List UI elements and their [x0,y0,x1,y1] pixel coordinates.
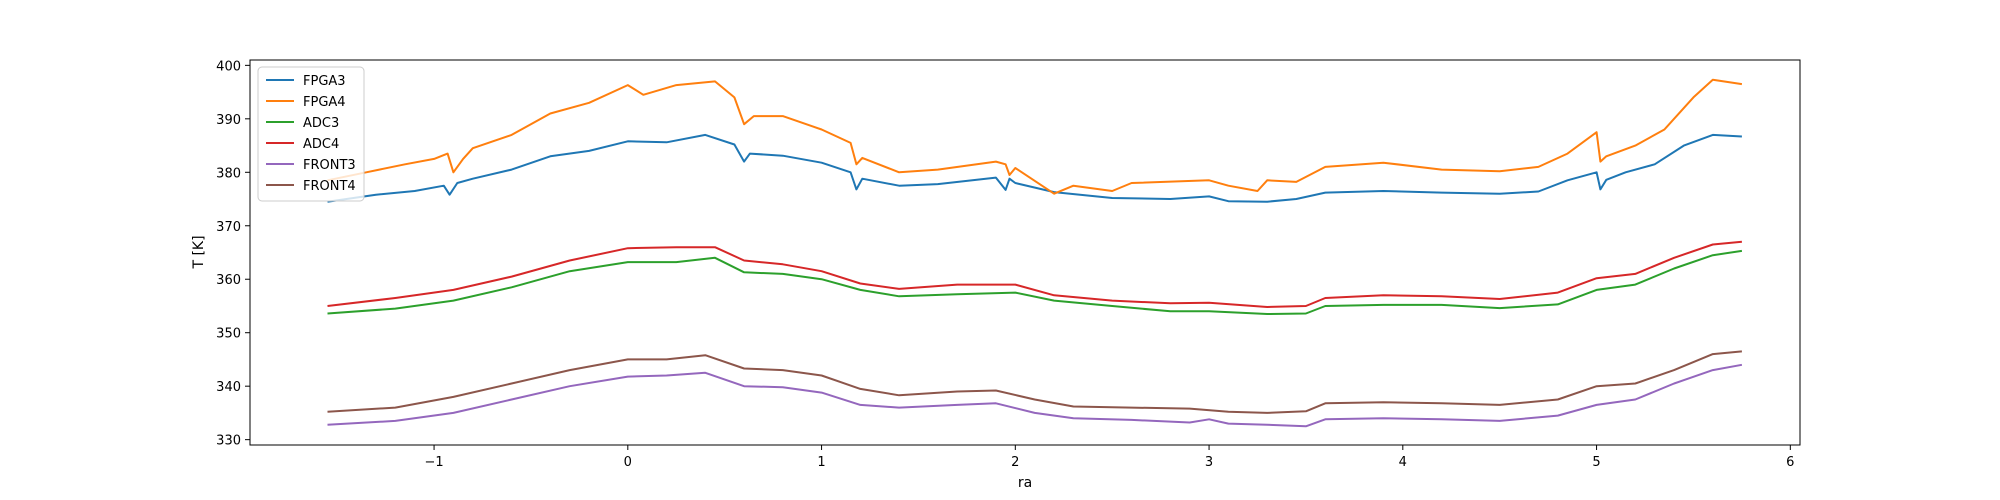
y-tick-label: 400 [216,59,241,74]
x-tick-label: 1 [817,455,825,470]
plot-area-frame [249,59,1801,446]
y-axis-label: T [K] [191,235,207,269]
x-tick-label: 0 [624,455,632,470]
legend-label: FPGA3 [303,74,346,89]
x-tick-label: 4 [1399,455,1407,470]
y-tick-label: 340 [216,380,241,395]
legend-label: FRONT3 [303,158,356,173]
series-line-adc3 [327,249,1743,315]
x-tick-label: 3 [1205,455,1213,470]
legend-label: FRONT4 [303,179,356,194]
y-tick-label: 370 [216,220,241,235]
x-tick-label: 6 [1786,455,1794,470]
x-tick-label: −1 [424,455,443,470]
legend-label: ADC4 [303,137,339,152]
series-line-fpga4 [327,78,1743,195]
series-line-front4 [327,350,1742,414]
y-tick-label: 360 [216,273,241,288]
series-line-front3 [327,363,1743,428]
y-tick-label: 330 [216,434,241,449]
series-layer [327,78,1743,428]
legend-label: ADC3 [303,116,339,131]
y-tick-label: 380 [216,166,241,181]
y-tick-label: 350 [216,327,241,342]
legend: FPGA3 FPGA4 ADC3 ADC4 FRONT3 FRONT4 [257,66,365,202]
legend-label: FPGA4 [303,95,346,110]
x-axis: −1 0 1 2 3 4 5 6 [424,445,1794,470]
series-line-adc4 [327,240,1742,308]
x-tick-label: 2 [1011,455,1019,470]
y-tick-label: 390 [216,113,241,128]
y-axis: 330 340 350 360 370 380 390 400 [216,59,250,449]
series-line-fpga3 [327,133,1742,203]
x-axis-label: ra [1018,475,1032,491]
x-tick-label: 5 [1592,455,1600,470]
